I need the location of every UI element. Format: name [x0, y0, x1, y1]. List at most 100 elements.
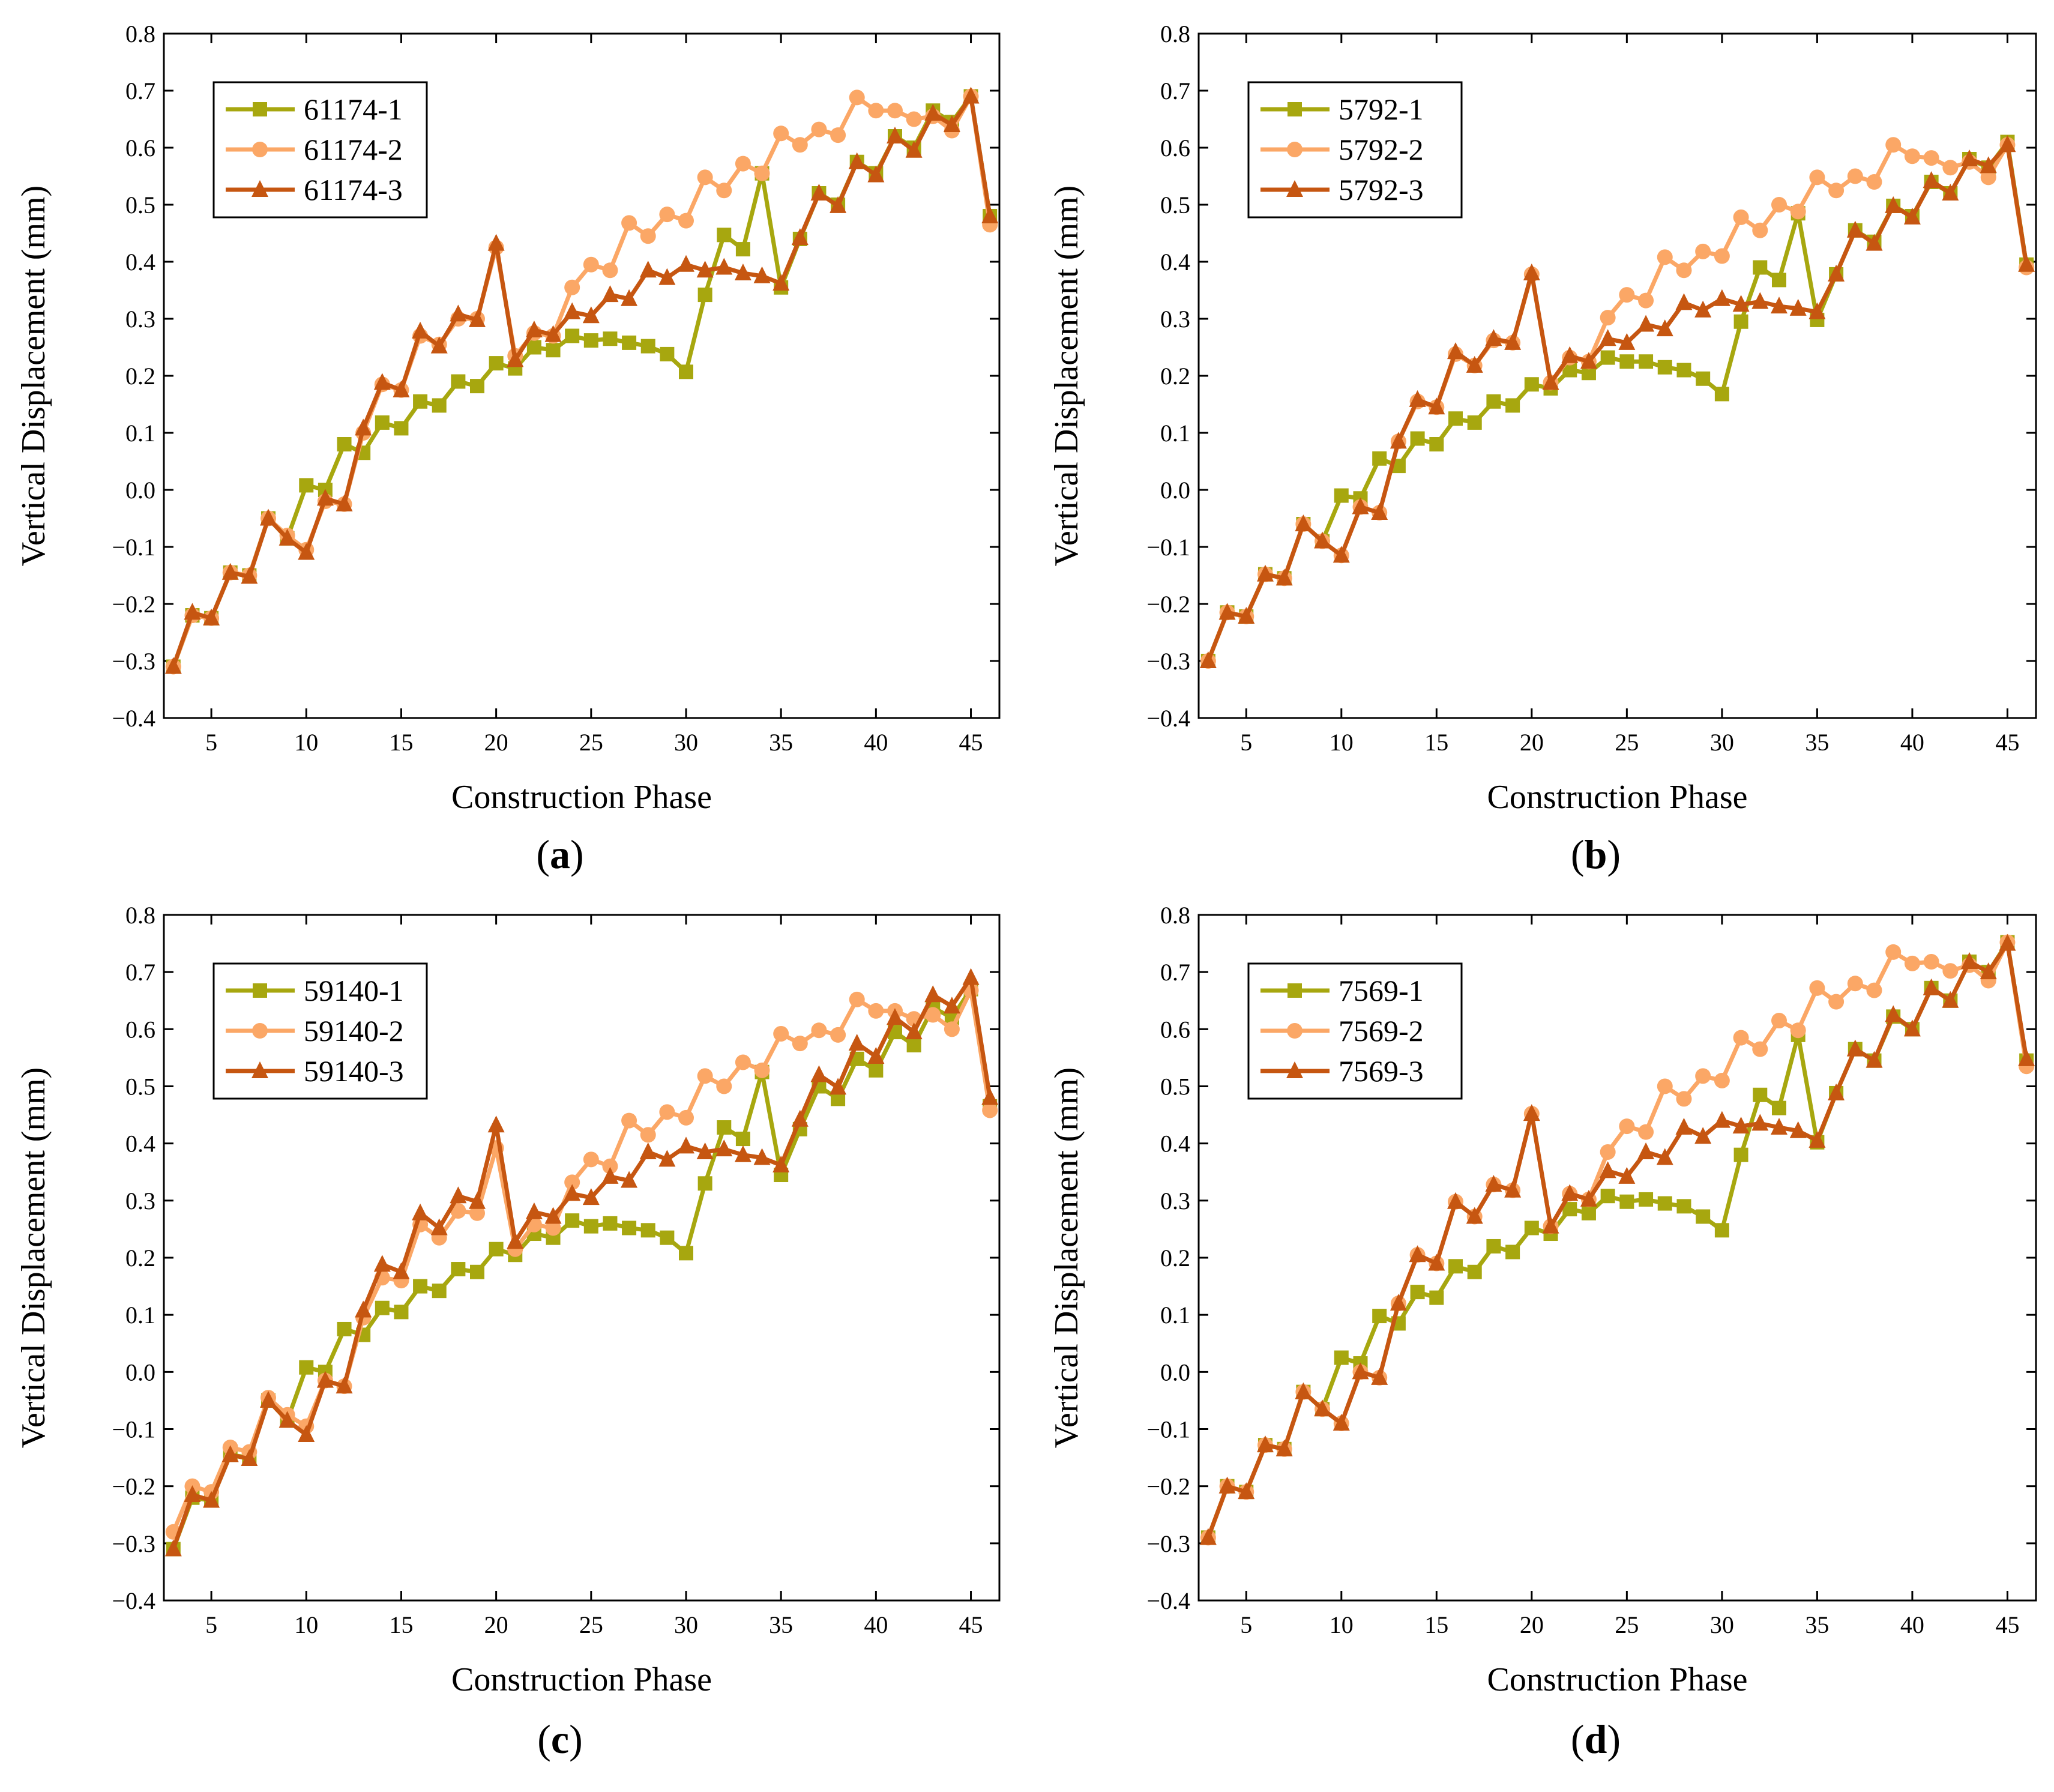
data-point: [375, 415, 390, 430]
data-point: [1657, 360, 1672, 375]
x-tick-label: 5: [205, 729, 217, 756]
data-point: [1618, 333, 1636, 350]
data-point: [470, 379, 484, 394]
data-point: [487, 1115, 505, 1133]
data-point: [1866, 234, 1883, 251]
data-point: [1390, 432, 1407, 449]
chart-panel-d: −0.4 −0.3 −0.2 −0.1 0.0 0.1 0.2 0.3 0.4 0.5 0.6 0.7…: [1048, 902, 2037, 1762]
data-point: [1942, 963, 1959, 979]
data-point: [1639, 1192, 1654, 1207]
data-point: [394, 1305, 409, 1320]
data-point: [1942, 184, 1959, 201]
data-point: [1847, 168, 1863, 184]
data-point: [432, 1284, 447, 1299]
data-point: [943, 997, 960, 1014]
data-point: [1676, 1091, 1692, 1107]
data-point: [1295, 1382, 1312, 1399]
data-point: [582, 306, 600, 324]
data-point: [1505, 398, 1520, 413]
legend-label: 61174-3: [304, 173, 403, 207]
data-point: [697, 288, 712, 303]
data-point: [2018, 255, 2035, 272]
data-point: [906, 1037, 921, 1052]
data-point: [1904, 955, 1920, 971]
data-point: [1295, 514, 1312, 531]
y-tick-label: −0.2: [112, 591, 155, 618]
x-tick-label: 45: [959, 729, 983, 756]
data-point: [1542, 1216, 1559, 1234]
data-point: [1771, 197, 1787, 213]
data-point: [1846, 1039, 1864, 1057]
data-point: [1619, 1118, 1635, 1135]
data-point: [696, 1142, 714, 1159]
data-point: [1696, 371, 1711, 386]
data-point: [1656, 1148, 1673, 1165]
data-point: [1256, 564, 1274, 582]
data-point: [1466, 1207, 1483, 1224]
data-point: [1504, 333, 1522, 350]
data-point: [1846, 220, 1864, 238]
data-point: [203, 608, 220, 626]
data-point: [1752, 1041, 1768, 1057]
data-point: [1314, 531, 1331, 549]
data-point: [394, 421, 409, 436]
chart-panel-a: −0.4 −0.3 −0.2 −0.1 0.0 0.1 0.2 0.3 0.4 0.5 0.6 0.7…: [15, 20, 1001, 877]
x-tick-label: 10: [1330, 729, 1354, 756]
x-tick-label: 5: [1240, 1611, 1252, 1638]
data-point: [260, 1390, 277, 1408]
data-point: [660, 346, 675, 361]
y-tick-label: 0.3: [125, 306, 155, 333]
data-point: [830, 1078, 847, 1095]
data-point: [583, 333, 598, 348]
data-point: [582, 1188, 600, 1205]
x-axis-title: Construction Phase: [451, 1661, 712, 1698]
legend-swatch-marker: [252, 142, 268, 157]
x-tick-label: 20: [484, 1611, 508, 1638]
data-point: [660, 1230, 675, 1245]
data-point: [1638, 292, 1654, 309]
data-point: [546, 343, 561, 358]
x-tick-label: 35: [1805, 1611, 1829, 1638]
data-point: [469, 1205, 485, 1221]
data-point: [1238, 606, 1255, 624]
y-tick-label: 0.6: [1160, 134, 1190, 161]
legend-label: 5792-2: [1339, 133, 1424, 166]
data-point: [184, 1485, 201, 1502]
data-point: [1714, 387, 1729, 402]
data-point: [1770, 1118, 1787, 1135]
data-point: [393, 380, 410, 397]
data-point: [1238, 1482, 1255, 1500]
data-point: [1942, 160, 1959, 176]
data-point: [450, 304, 467, 322]
data-point: [1961, 149, 1978, 166]
data-point: [962, 968, 980, 985]
data-point: [622, 335, 637, 350]
legend-swatch-marker: [1286, 1061, 1303, 1078]
data-point: [1999, 934, 2016, 951]
data-point: [924, 985, 942, 1003]
x-tick-label: 35: [769, 729, 793, 756]
data-point: [299, 1360, 314, 1375]
y-tick-label: −0.2: [112, 1473, 155, 1500]
data-point: [753, 266, 771, 283]
data-point: [1542, 373, 1559, 390]
data-point: [678, 213, 694, 229]
data-point: [1409, 390, 1426, 407]
data-point: [944, 1021, 960, 1037]
data-point: [1980, 962, 1997, 980]
data-point: [696, 261, 714, 278]
data-point: [355, 418, 372, 436]
y-tick-label: 0.2: [1160, 363, 1190, 390]
data-point: [734, 1145, 751, 1162]
y-tick-label: 0.2: [125, 1244, 155, 1272]
data-point: [792, 137, 808, 153]
data-point: [450, 1186, 467, 1204]
y-tick-label: −0.4: [1146, 1587, 1190, 1614]
data-point: [1885, 137, 1902, 153]
data-point: [753, 1148, 771, 1165]
data-point: [639, 1142, 657, 1159]
data-point: [1637, 315, 1655, 332]
x-tick-label: 10: [294, 729, 318, 756]
x-tick-label: 40: [864, 729, 888, 756]
legend-swatch-marker: [1287, 142, 1303, 157]
